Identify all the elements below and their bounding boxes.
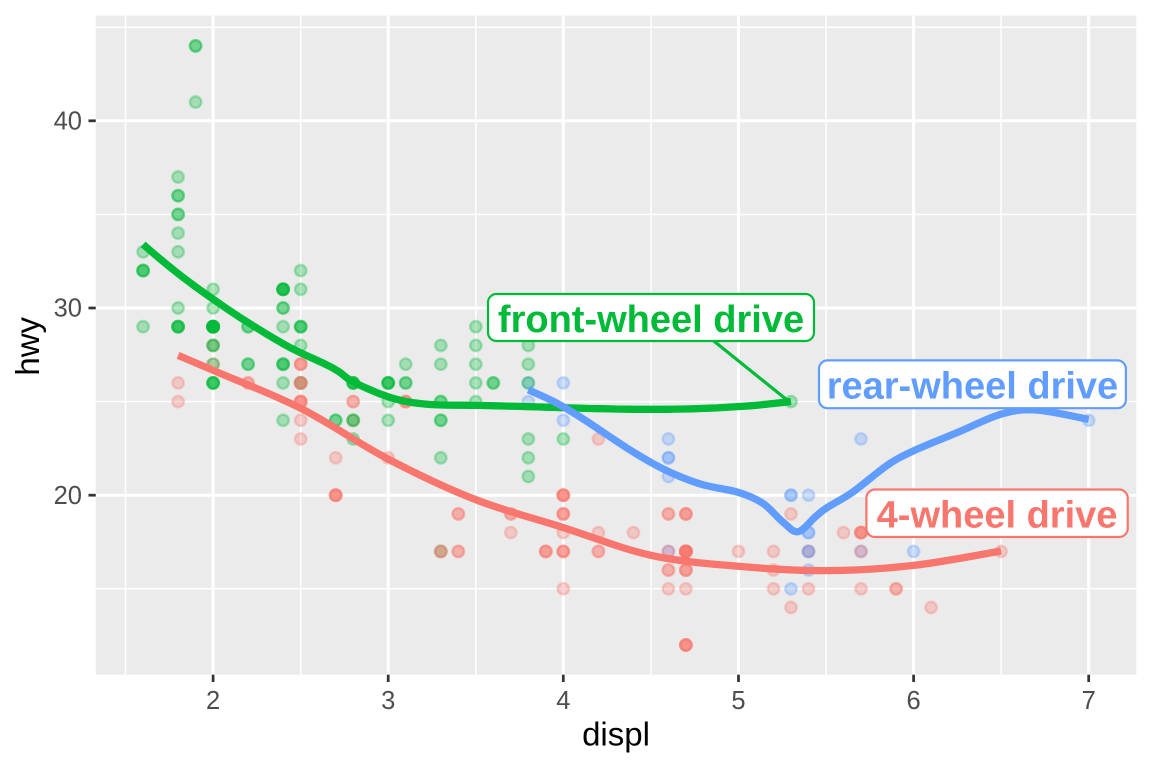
svg-text:front-wheel drive: front-wheel drive <box>498 299 804 341</box>
svg-text:20: 20 <box>54 482 82 510</box>
svg-text:displ: displ <box>582 716 650 753</box>
svg-text:7: 7 <box>1082 687 1096 715</box>
svg-text:2: 2 <box>206 687 220 715</box>
svg-text:3: 3 <box>381 687 395 715</box>
svg-text:hwy: hwy <box>9 316 46 375</box>
svg-text:6: 6 <box>907 687 921 715</box>
svg-text:4: 4 <box>556 687 570 715</box>
svg-text:30: 30 <box>54 295 82 323</box>
svg-text:5: 5 <box>731 687 745 715</box>
svg-text:40: 40 <box>54 107 82 135</box>
svg-text:rear-wheel drive: rear-wheel drive <box>827 366 1118 408</box>
svg-text:4-wheel drive: 4-wheel drive <box>877 495 1118 537</box>
